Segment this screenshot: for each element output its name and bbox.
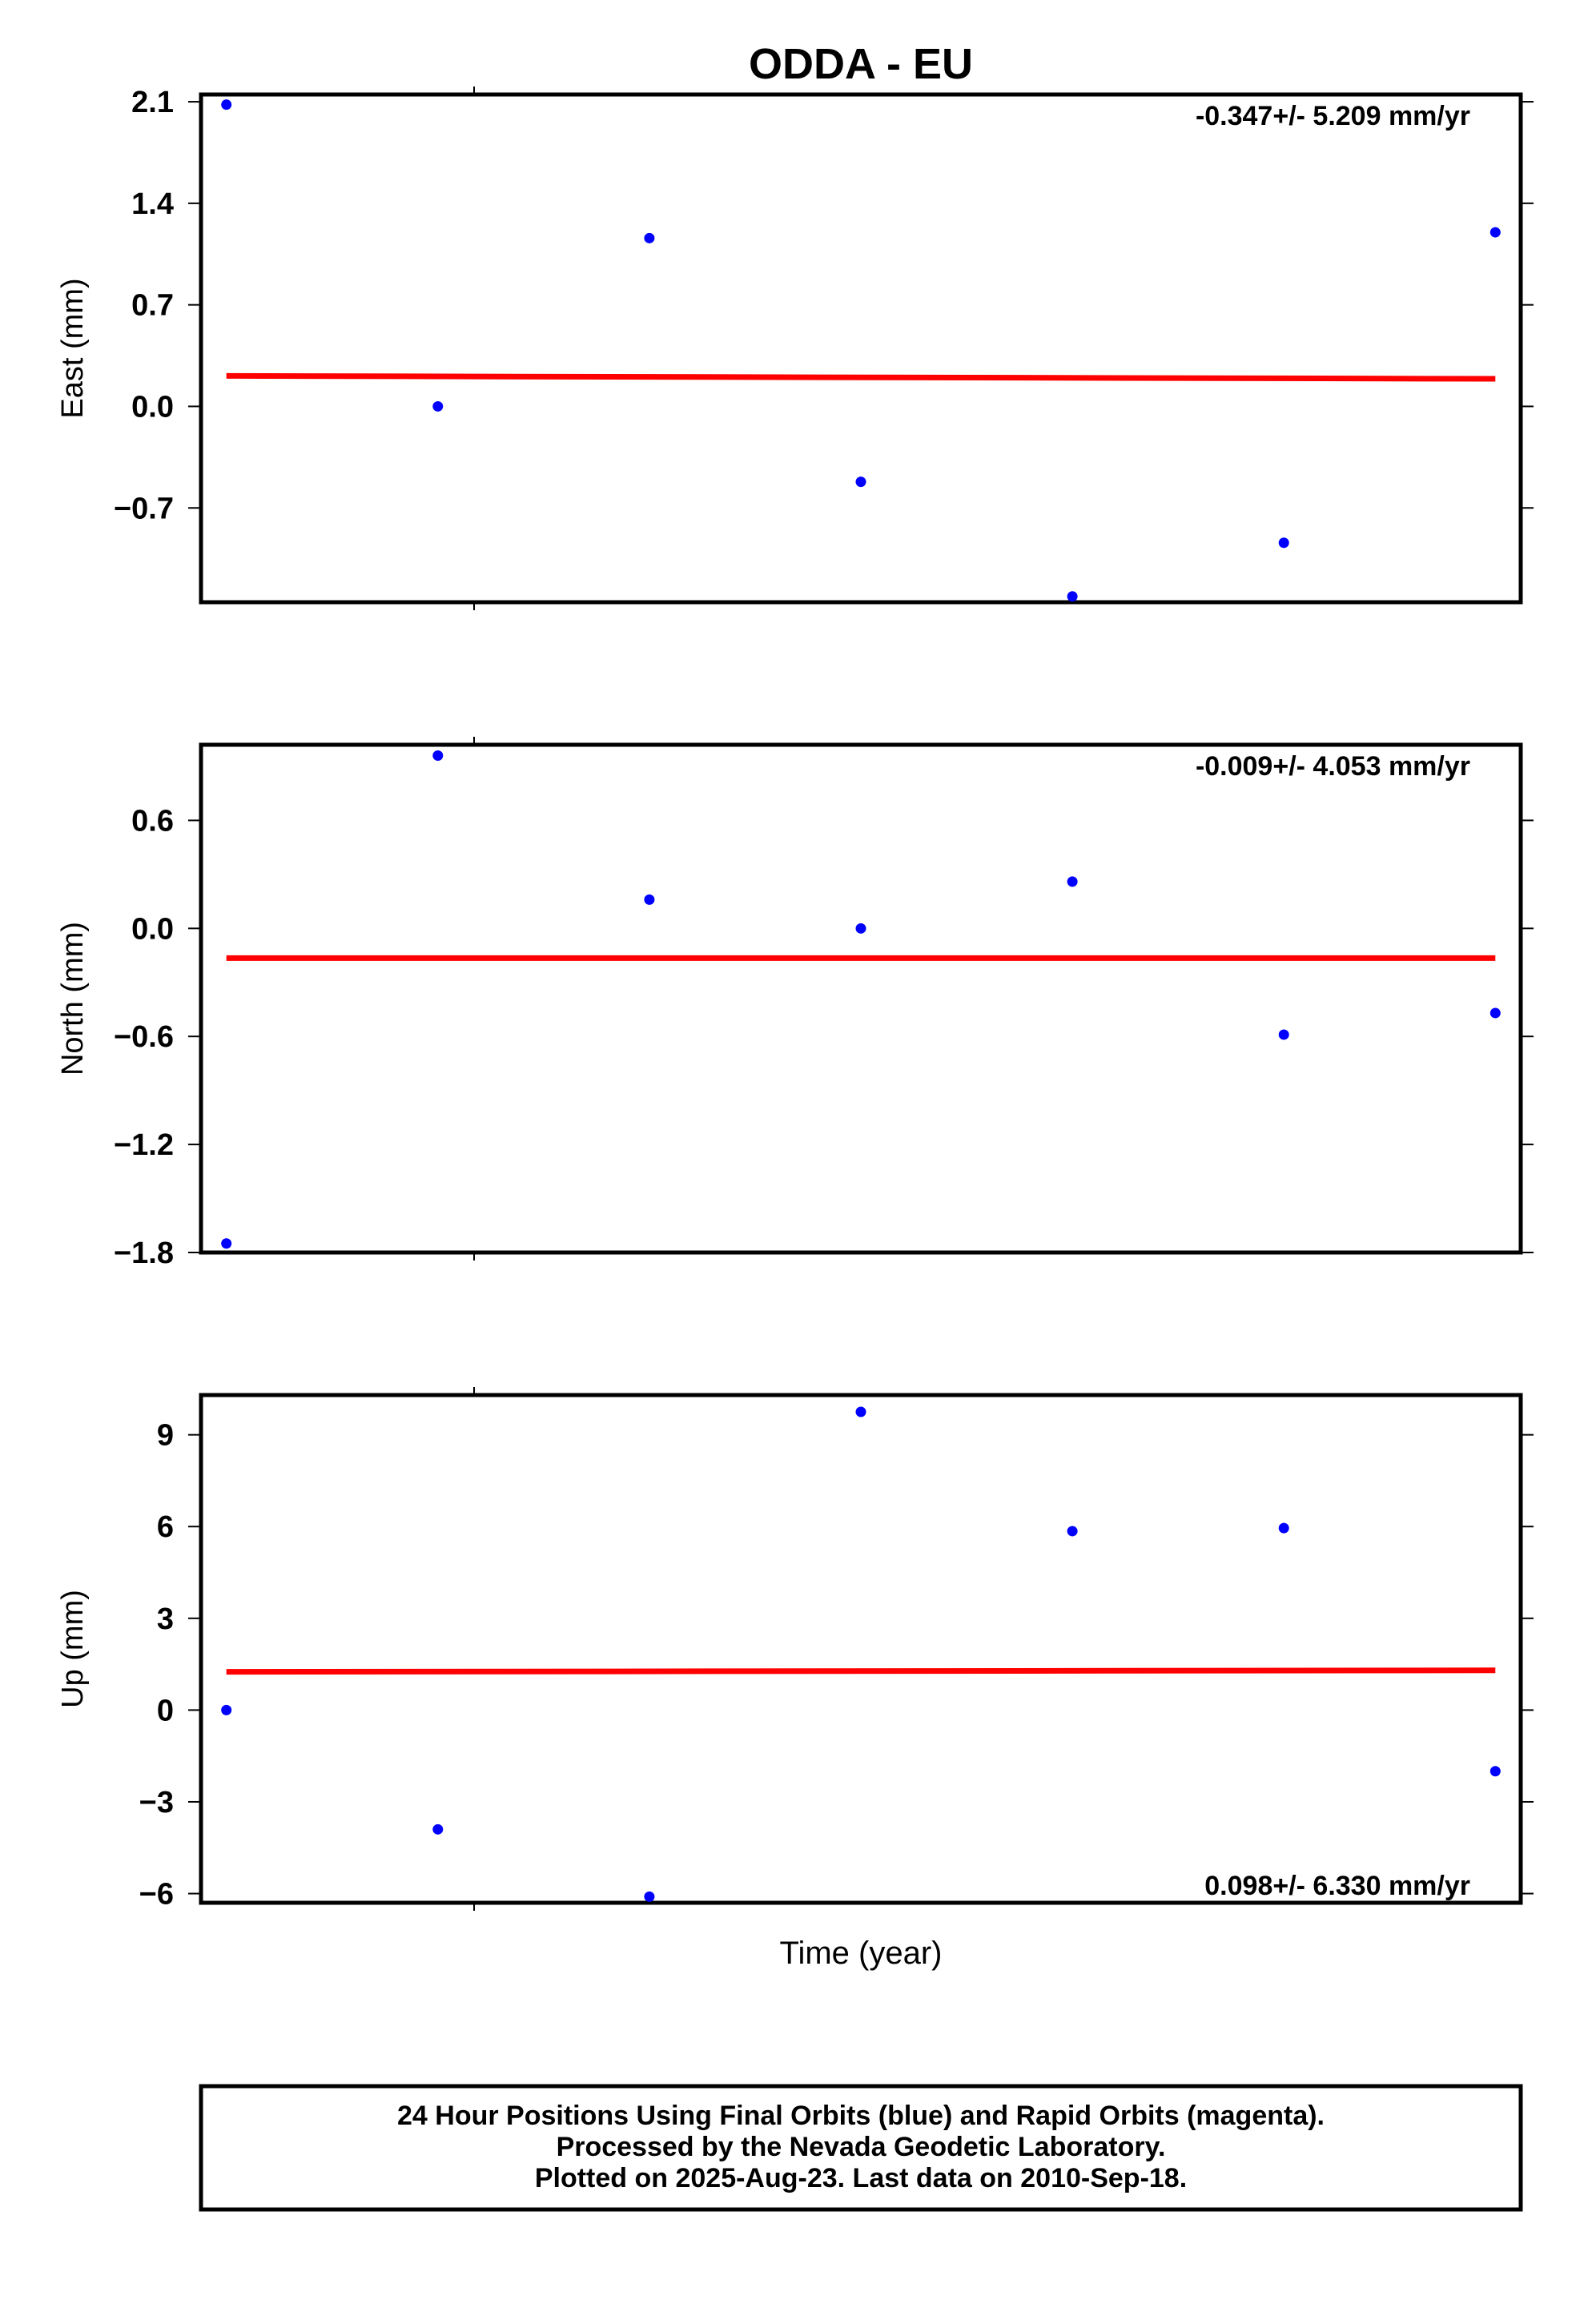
north-data-point: [855, 923, 866, 934]
north-ytick-label: −1.8: [114, 1236, 174, 1270]
up-panel: 9 6 3 0 −3 −6 Up (mm) 0.098+/- 6.330 mm/yr: [56, 1387, 1534, 1912]
up-ytick-label: 3: [157, 1602, 174, 1636]
north-ytick-label: −0.6: [114, 1020, 174, 1054]
north-rate-annotation: -0.009+/- 4.053 mm/yr: [1196, 751, 1470, 782]
east-trend-line: [226, 372, 1496, 382]
footer-frame: [199, 2084, 1523, 2212]
east-data-point: [855, 476, 866, 488]
east-data-point: [221, 99, 232, 111]
up-data-point: [1489, 1766, 1501, 1777]
north-data-point: [432, 750, 444, 761]
up-ytick-label: 6: [157, 1510, 174, 1544]
up-data-point: [644, 1891, 655, 1902]
x-axis-label: Time (year): [780, 1936, 943, 1971]
east-data-point: [644, 232, 655, 243]
footer-line-1: 24 Hour Positions Using Final Orbits (bl…: [397, 2101, 1325, 2131]
east-data-point: [1067, 591, 1078, 602]
up-ytick-label: −6: [139, 1878, 174, 1912]
north-data-point: [1489, 1007, 1501, 1019]
footer-line-2: Processed by the Nevada Geodetic Laborat…: [557, 2132, 1166, 2162]
east-rate-annotation: -0.347+/- 5.209 mm/yr: [1196, 101, 1470, 131]
footer-line-3: Plotted on 2025-Aug-23. Last data on 201…: [535, 2163, 1187, 2193]
north-plot-frame: [199, 742, 1523, 1255]
east-plot-frame: [199, 92, 1523, 605]
north-ytick-label: −1.2: [114, 1128, 174, 1162]
up-data-point: [432, 1823, 444, 1835]
up-rate-annotation: 0.098+/- 6.330 mm/yr: [1204, 1871, 1470, 1901]
footer-box: 24 Hour Positions Using Final Orbits (bl…: [199, 2084, 1523, 2212]
north-data-point: [1067, 876, 1078, 887]
east-ytick-label: −0.7: [114, 492, 174, 525]
north-y-axis-label: North (mm): [56, 922, 90, 1076]
east-data-point: [1278, 537, 1289, 549]
east-data-point: [432, 400, 444, 412]
up-ytick-label: 9: [157, 1419, 174, 1453]
up-plot-frame: [199, 1393, 1523, 1905]
north-ytick-label: 0.6: [131, 804, 174, 838]
east-ytick-label: 0.0: [131, 390, 174, 424]
east-panel: 2.1 1.4 0.7 0.0 −0.7 East (mm) -0.347+/- 5.209…: [56, 86, 1534, 610]
up-ytick-label: 0: [157, 1694, 174, 1727]
north-ytick-label: 0.0: [131, 912, 174, 946]
east-ytick-label: 2.1: [131, 86, 174, 119]
up-data-point: [1067, 1526, 1078, 1537]
east-ytick-label: 0.7: [131, 289, 174, 323]
up-ytick-label: −3: [139, 1786, 174, 1819]
north-data-point: [644, 894, 655, 905]
up-data-point: [1278, 1522, 1289, 1534]
up-data-point: [221, 1704, 232, 1715]
east-y-axis-label: East (mm): [56, 278, 90, 418]
up-data-point: [855, 1406, 866, 1417]
east-data-point: [1489, 227, 1501, 238]
north-data-point: [221, 1238, 232, 1249]
north-data-point: [1278, 1029, 1289, 1040]
east-ytick-label: 1.4: [131, 187, 174, 221]
north-panel: 0.6 0.0 −0.6 −1.2 −1.8 North (mm) -0.009+/- 4.…: [56, 737, 1534, 1270]
up-trend-line: [226, 1667, 1496, 1675]
up-y-axis-label: Up (mm): [56, 1590, 90, 1708]
chart-title: ODDA - EU: [749, 40, 973, 88]
